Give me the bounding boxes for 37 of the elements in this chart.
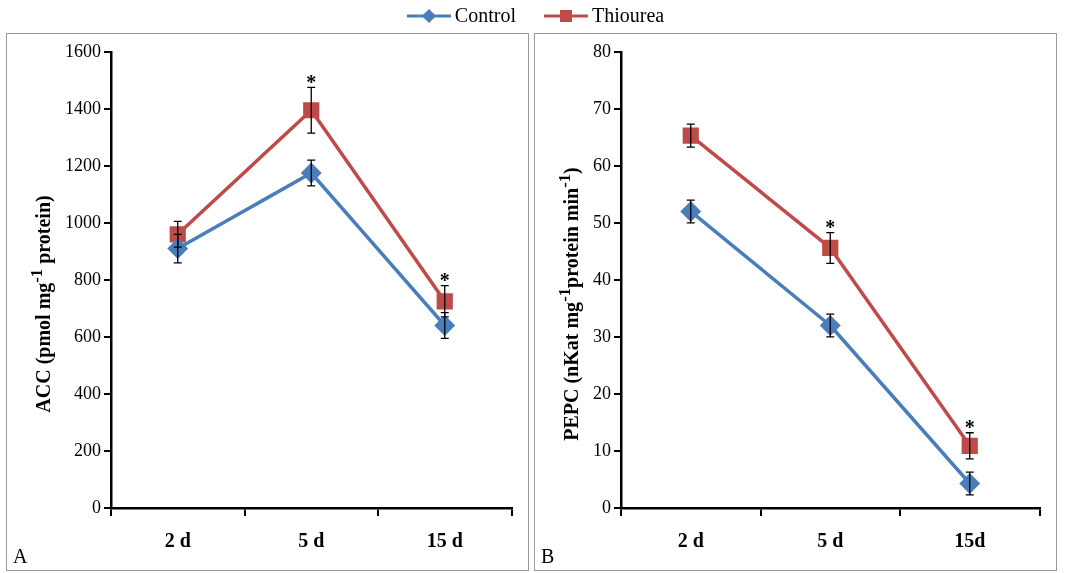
y-tick-label: 0 bbox=[92, 496, 101, 517]
text: A bbox=[13, 545, 28, 568]
x-tick-label: 2 d bbox=[164, 529, 191, 552]
x-tick-label: 15d bbox=[954, 529, 986, 552]
y-tick-label: 1000 bbox=[65, 211, 101, 232]
y-tick-label: 1600 bbox=[65, 40, 101, 61]
y-tick-label: 60 bbox=[593, 154, 611, 175]
y-tick-label: 0 bbox=[602, 496, 611, 517]
x-tick-label: 5 d bbox=[817, 529, 844, 552]
text: B bbox=[541, 545, 555, 568]
point bbox=[682, 127, 699, 144]
y-tick-label: 50 bbox=[593, 211, 611, 232]
y-tick-label: 1400 bbox=[65, 97, 101, 118]
x-tick-label: 2 d bbox=[677, 529, 704, 552]
x-tick-label: 5 d bbox=[298, 529, 325, 552]
point bbox=[303, 102, 320, 119]
y-tick-label: 400 bbox=[74, 382, 101, 403]
y-tick-label: 10 bbox=[593, 439, 611, 460]
y-tick-label: 40 bbox=[593, 268, 611, 289]
y-tick-label: 20 bbox=[593, 382, 611, 403]
annotation: * bbox=[964, 415, 975, 438]
annotation: * bbox=[306, 70, 317, 93]
y-tick-label: 800 bbox=[74, 268, 101, 289]
y-tick-label: 30 bbox=[593, 325, 611, 346]
y-tick-label: 200 bbox=[74, 439, 101, 460]
legend-label: Thiourea bbox=[591, 4, 665, 27]
point bbox=[436, 293, 453, 310]
y-tick-label: 1200 bbox=[65, 154, 101, 175]
point bbox=[961, 437, 978, 454]
x-tick-label: 15 d bbox=[426, 529, 463, 552]
y-tick-label: 600 bbox=[74, 325, 101, 346]
annotation: * bbox=[439, 268, 450, 291]
legend-label: Control bbox=[454, 4, 516, 27]
y-tick-label: 70 bbox=[593, 97, 611, 118]
point bbox=[822, 239, 839, 257]
y-tick-label: 80 bbox=[593, 40, 611, 61]
annotation: * bbox=[825, 215, 836, 238]
